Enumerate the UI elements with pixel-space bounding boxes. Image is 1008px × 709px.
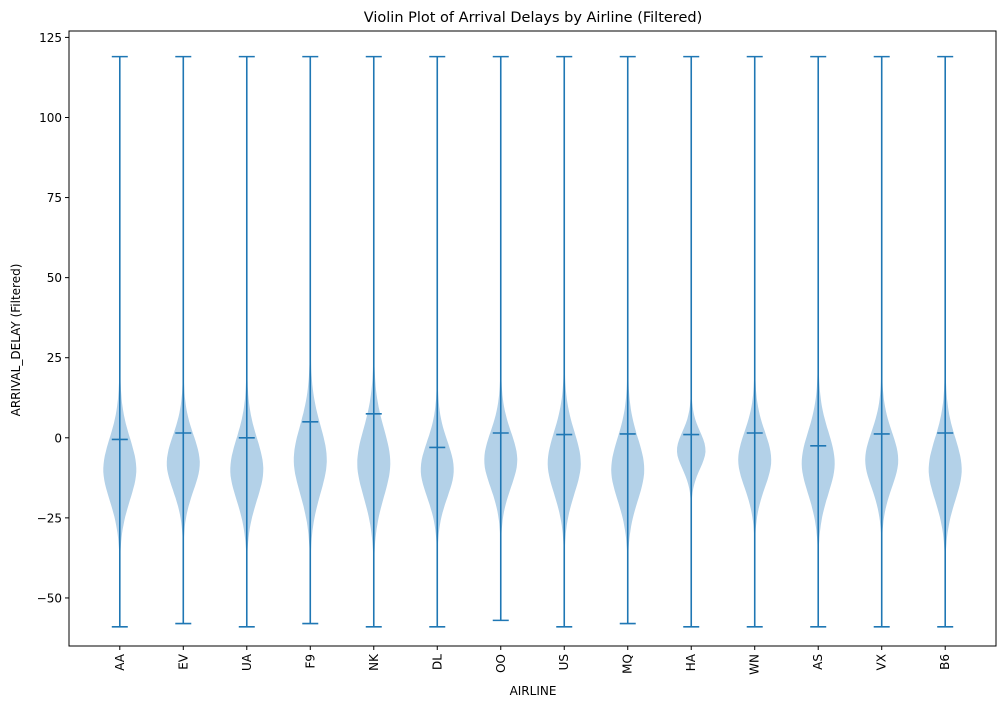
y-tick-label: 100: [39, 111, 62, 125]
violin-AS: [801, 55, 835, 628]
y-tick-label: 0: [54, 431, 62, 445]
x-axis: AA EV UA F9 NK DL OO US MQ HA WN AS VX B6: [113, 646, 952, 675]
x-tick-label: B6: [938, 654, 952, 670]
violin-F9: [293, 55, 327, 625]
violin-AA: [103, 55, 137, 628]
y-axis-label: ARRIVAL_DELAY (Filtered): [9, 264, 23, 417]
violin-WN: [738, 55, 772, 628]
chart-title: Violin Plot of Arrival Delays by Airline…: [364, 10, 702, 26]
x-axis-label: AIRLINE: [510, 684, 557, 698]
x-tick-label: F9: [303, 654, 317, 669]
x-tick-label: AA: [113, 653, 127, 671]
y-tick-label: 125: [39, 31, 62, 45]
x-tick-label: HA: [684, 653, 698, 671]
y-axis: −50 −25 0 25 50 75 100 125: [37, 31, 69, 605]
plot-area: [68, 30, 997, 647]
violin-US: [547, 55, 581, 628]
x-tick-label: OO: [494, 654, 508, 673]
violin-UA: [230, 55, 264, 628]
y-tick-label: −25: [37, 511, 62, 525]
x-tick-label: DL: [430, 654, 444, 670]
violin-DL: [420, 55, 454, 628]
violin-MQ: [611, 55, 645, 625]
y-tick-label: −50: [37, 591, 62, 605]
violin-OO: [484, 55, 518, 622]
violin-series: [103, 55, 962, 628]
y-tick-label: 25: [47, 351, 62, 365]
violin-B6: [928, 55, 962, 628]
x-tick-label: NK: [367, 653, 381, 671]
x-tick-label: VX: [875, 654, 889, 670]
violin-HA: [677, 55, 706, 628]
y-tick-label: 75: [47, 191, 62, 205]
y-tick-label: 50: [47, 271, 62, 285]
x-tick-label: UA: [240, 653, 254, 671]
x-tick-label: EV: [176, 653, 190, 670]
violin-EV: [166, 55, 200, 625]
x-tick-label: MQ: [621, 654, 635, 674]
violin-VX: [865, 55, 899, 628]
violin-NK: [357, 55, 391, 628]
x-tick-label: WN: [748, 654, 762, 675]
x-tick-label: AS: [811, 654, 825, 670]
x-tick-label: US: [557, 654, 571, 670]
